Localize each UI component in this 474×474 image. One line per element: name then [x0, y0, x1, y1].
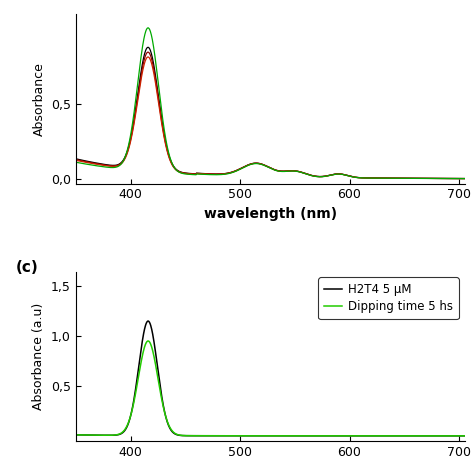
H2T4 5 μM — [286, 433, 292, 438]
Line: Dipping time 5 hs: Dipping time 5 hs — [76, 341, 465, 436]
H2T4 5 μM — [278, 433, 283, 438]
Dipping time 5 hs — [242, 433, 247, 438]
Dipping time 5 hs — [278, 433, 283, 438]
Dipping time 5 hs — [462, 433, 467, 438]
Text: (c): (c) — [16, 260, 38, 275]
Line: H2T4 5 μM: H2T4 5 μM — [76, 321, 465, 436]
H2T4 5 μM — [146, 318, 151, 324]
H2T4 5 μM — [125, 423, 130, 428]
Y-axis label: Absorbance: Absorbance — [32, 62, 46, 136]
Dipping time 5 hs — [138, 358, 144, 364]
H2T4 5 μM — [242, 433, 247, 438]
H2T4 5 μM — [204, 433, 210, 438]
Dipping time 5 hs — [73, 432, 79, 438]
H2T4 5 μM — [462, 433, 467, 438]
H2T4 5 μM — [73, 432, 79, 438]
Y-axis label: Absorbance (a.u): Absorbance (a.u) — [32, 302, 46, 410]
Dipping time 5 hs — [125, 422, 130, 428]
Dipping time 5 hs — [146, 338, 151, 344]
Legend: H2T4 5 μM, Dipping time 5 hs: H2T4 5 μM, Dipping time 5 hs — [318, 277, 459, 319]
Dipping time 5 hs — [286, 433, 292, 438]
Dipping time 5 hs — [204, 433, 210, 438]
H2T4 5 μM — [138, 345, 144, 351]
X-axis label: wavelength (nm): wavelength (nm) — [204, 207, 337, 221]
